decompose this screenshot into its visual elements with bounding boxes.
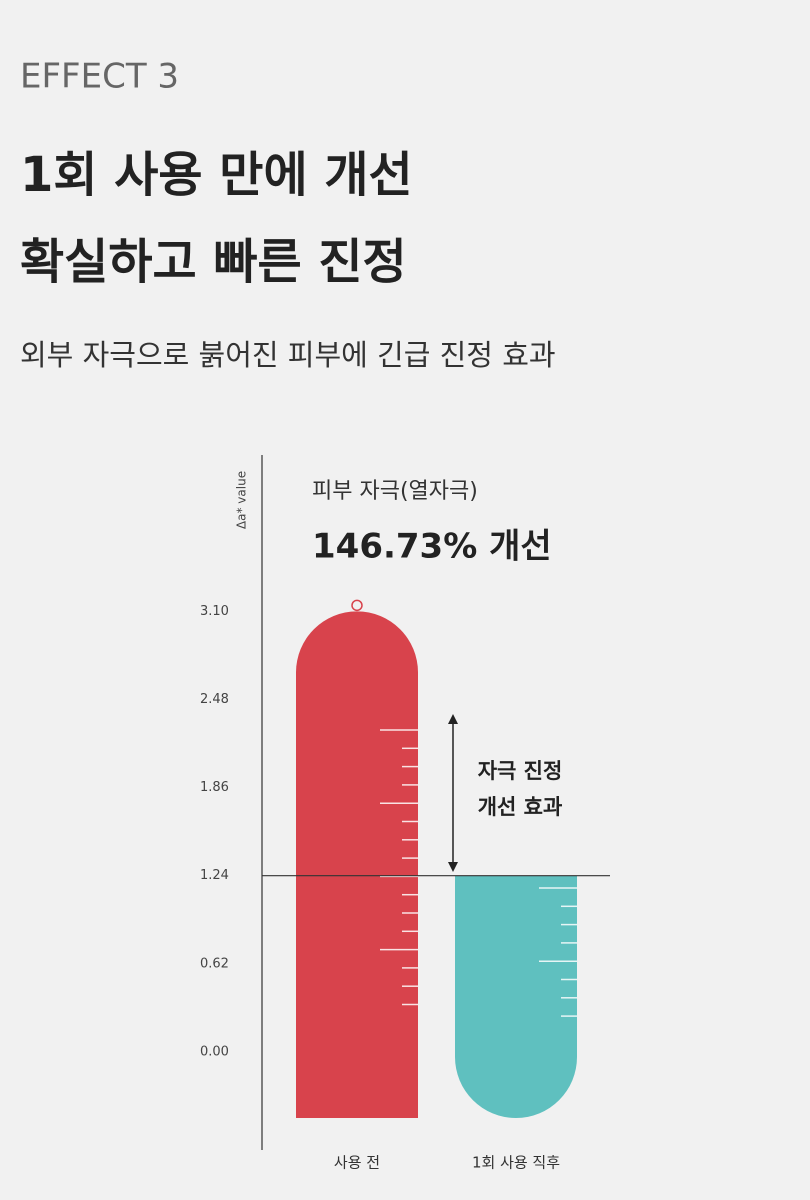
subtitle: 외부 자극으로 붉어진 피부에 긴급 진정 효과 — [20, 338, 556, 372]
effect-label: 자극 진정 — [478, 759, 563, 783]
y-tick-label: 0.62 — [200, 956, 229, 971]
effect-arrow — [448, 714, 458, 872]
eyebrow: EFFECT 3 — [20, 57, 179, 97]
x-tick-label: 1회 사용 직후 — [472, 1154, 560, 1172]
annotation: 피부 자극(열자극) — [312, 479, 478, 504]
y-axis-label: Δa* value — [235, 471, 249, 529]
y-tick-label: 3.10 — [200, 604, 229, 619]
y-tick-label: 1.24 — [200, 868, 229, 883]
effect-label: 개선 효과 — [478, 795, 563, 819]
bar — [296, 611, 418, 1118]
peak-marker — [351, 599, 363, 612]
bar — [455, 875, 577, 1118]
highlight: 146.73% 개선 — [312, 527, 552, 567]
y-tick-label: 0.00 — [200, 1044, 229, 1059]
y-tick-label: 2.48 — [200, 692, 229, 707]
title-line: 1회 사용 만에 개선 — [20, 147, 413, 203]
y-tick-label: 1.86 — [200, 780, 229, 795]
title-line: 확실하고 빠른 진정 — [20, 234, 407, 290]
x-tick-label: 사용 전 — [334, 1154, 380, 1172]
